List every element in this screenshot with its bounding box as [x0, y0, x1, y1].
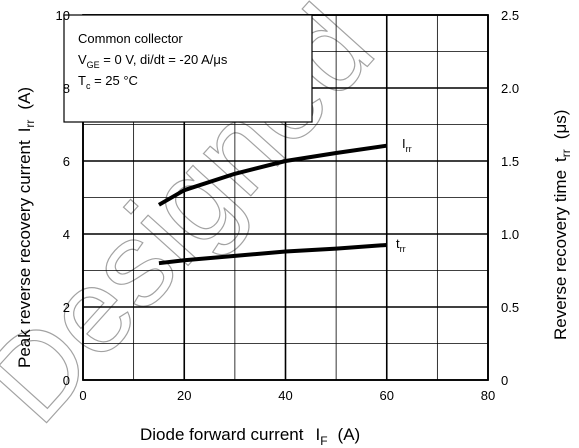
x-tick-label: 80 [481, 388, 495, 403]
series-layer [157, 143, 388, 266]
y-left-tick-label: 2 [63, 300, 70, 315]
series-label-irr: Irr [402, 136, 412, 154]
y-right-tick-label: 0.5 [501, 300, 519, 315]
x-tick-label: 0 [79, 388, 86, 403]
y-right-tick-label: 1.5 [501, 154, 519, 169]
y-left-tick-label: 6 [63, 154, 70, 169]
y-left-tick-label: 4 [63, 227, 70, 242]
tick-labels: 0 20 40 60 80 0 2 4 6 8 10 0 0.5 1.0 1.5 2.0 2.5 [56, 8, 520, 403]
x-tick-label: 60 [380, 388, 394, 403]
y-left-axis-title: Peak reverse recovery currentIrr(A) [15, 87, 37, 368]
x-axis-title: Diode forward current IF (A) [140, 425, 360, 448]
series-label-trr: trr [396, 236, 406, 254]
x-tick-label: 20 [177, 388, 191, 403]
y-left-tick-label: 0 [63, 373, 70, 388]
conditions-line-3: Tc = 25 °C [78, 73, 138, 91]
y-right-axis-title: Reverse recovery timetrr(μs) [551, 110, 573, 340]
y-right-tick-label: 0 [501, 373, 508, 388]
conditions-box: Common collector VGE = 0 V, di/dt = -20 … [63, 14, 313, 123]
y-left-tick-label: 8 [63, 81, 70, 96]
y-right-tick-label: 1.0 [501, 227, 519, 242]
x-tick-label: 40 [278, 388, 292, 403]
series-line-trr [158, 242, 387, 266]
series-line-irr [157, 143, 388, 207]
y-right-tick-label: 2.5 [501, 8, 519, 23]
conditions-line-1: Common collector [78, 31, 183, 46]
y-left-tick-label: 10 [56, 8, 70, 23]
y-right-tick-label: 2.0 [501, 81, 519, 96]
conditions-line-2: VGE = 0 V, di/dt = -20 A/μs [78, 52, 228, 70]
